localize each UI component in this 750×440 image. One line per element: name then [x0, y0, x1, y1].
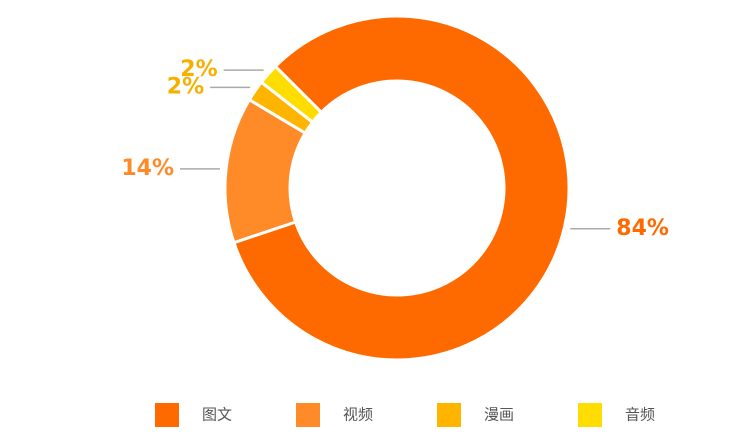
legend-swatch: [155, 403, 179, 427]
legend-label: 音频: [625, 406, 655, 424]
legend-swatch: [296, 403, 320, 427]
legend-label: 视频: [343, 406, 373, 424]
legend-swatch: [578, 403, 602, 427]
data-label: 84%: [616, 216, 669, 241]
legend-label: 图文: [202, 406, 232, 424]
data-label: 2%: [167, 74, 204, 99]
donut-slice: [232, 14, 571, 362]
legend-label: 漫画: [484, 406, 514, 424]
legend-swatch: [437, 403, 461, 427]
donut-slice: [259, 64, 324, 125]
data-label: 2%: [180, 57, 217, 82]
data-label: 14%: [121, 156, 174, 181]
